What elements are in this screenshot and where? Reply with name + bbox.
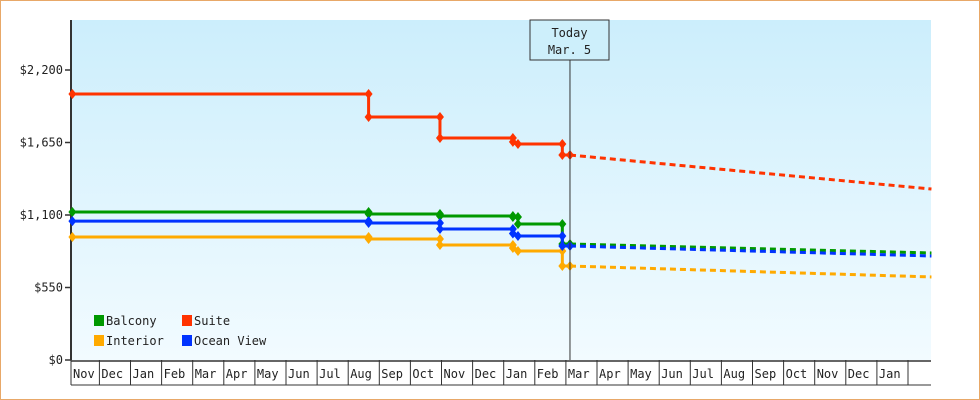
- x-tick-label: Nov: [73, 367, 95, 381]
- y-axis: $0 $550 $1,100 $1,650 $2,200: [20, 20, 72, 367]
- data-point: [435, 112, 444, 123]
- series-suite: [68, 88, 932, 191]
- today-date: Mar. 5: [548, 43, 591, 57]
- x-tick-label: Jan: [133, 367, 155, 381]
- data-point: [435, 133, 444, 144]
- y-tick-label: $2,200: [20, 63, 63, 77]
- x-tick-label: Apr: [226, 367, 248, 381]
- x-tick-label: Feb: [537, 367, 559, 381]
- data-point: [513, 230, 522, 241]
- data-point: [558, 245, 567, 256]
- x-tick-label: Feb: [164, 367, 186, 381]
- x-tick-label: May: [257, 367, 279, 381]
- series-balcony: [68, 206, 932, 255]
- data-point: [68, 232, 77, 243]
- today-marker: Today Mar. 5: [529, 19, 610, 360]
- x-tick-label: Dec: [475, 367, 497, 381]
- forecast-line: [569, 264, 932, 279]
- x-tick-label: Dec: [848, 367, 870, 381]
- data-point: [558, 261, 567, 272]
- plot-area: [71, 20, 931, 360]
- data-point: [508, 136, 517, 147]
- y-tick-label: $1,650: [20, 136, 63, 150]
- data-point: [364, 112, 373, 123]
- today-box: [529, 19, 610, 61]
- x-tick-label: Nov: [444, 367, 466, 381]
- data-point: [508, 228, 517, 239]
- legend-label: Ocean View: [194, 334, 267, 348]
- data-point: [68, 216, 77, 227]
- x-tick-label: Jul: [692, 367, 714, 381]
- x-tick-label: Jun: [661, 367, 683, 381]
- forecast-line: [569, 244, 932, 258]
- data-point: [435, 233, 444, 244]
- data-point: [558, 230, 567, 241]
- series-layer: [68, 88, 932, 279]
- data-point: [508, 242, 517, 253]
- x-tick-label: Dec: [101, 367, 123, 381]
- x-tick-label: Sep: [755, 367, 777, 381]
- data-point: [513, 245, 522, 256]
- series-ocean-view: [68, 216, 932, 258]
- legend-swatch: [94, 335, 104, 346]
- data-point: [364, 88, 373, 99]
- data-point: [364, 208, 373, 219]
- legend-swatch: [182, 315, 192, 326]
- x-tick-label: Mar: [568, 367, 590, 381]
- legend-label: Interior: [106, 334, 164, 348]
- x-tick-label: May: [630, 367, 652, 381]
- data-point: [513, 218, 522, 229]
- y-tick-label: $550: [34, 281, 63, 295]
- forecast-line: [569, 153, 932, 191]
- x-tick-label: Aug: [723, 367, 745, 381]
- x-tick-label: Mar: [195, 367, 217, 381]
- data-point: [68, 88, 77, 99]
- data-point: [435, 211, 444, 222]
- x-tick-label: Sep: [381, 367, 403, 381]
- x-tick-label: Oct: [412, 367, 434, 381]
- x-tick-label: Jun: [288, 367, 310, 381]
- x-tick-label: Jul: [319, 367, 341, 381]
- data-point: [558, 138, 567, 149]
- x-axis: Nov Dec Jan Feb Mar Apr May Jun Jul Aug Sep Oct Nov D…: [70, 360, 931, 386]
- legend: Balcony Suite Interior Ocean View: [94, 314, 267, 348]
- data-point: [435, 218, 444, 229]
- data-point: [558, 150, 567, 161]
- x-tick-label: Oct: [786, 367, 808, 381]
- y-tick-label: $0: [49, 353, 63, 367]
- data-point: [508, 211, 517, 222]
- x-tick-label: Aug: [350, 367, 372, 381]
- legend-swatch: [182, 335, 192, 346]
- x-tick-label: Apr: [599, 367, 621, 381]
- data-point: [558, 240, 567, 251]
- x-tick-label: Jan: [879, 367, 901, 381]
- x-tick-label: Jan: [506, 367, 528, 381]
- data-point: [364, 218, 373, 229]
- legend-label: Suite: [194, 314, 230, 328]
- legend-label: Balcony: [106, 314, 157, 328]
- series-interior: [68, 232, 932, 279]
- y-tick-label: $1,100: [20, 208, 63, 222]
- legend-swatch: [94, 315, 104, 326]
- x-tick-label: Nov: [817, 367, 839, 381]
- today-label: Today: [551, 26, 587, 40]
- data-point: [435, 223, 444, 234]
- data-point: [435, 240, 444, 251]
- forecast-line: [569, 242, 932, 255]
- data-point: [364, 233, 373, 244]
- data-point: [513, 211, 522, 222]
- data-point: [68, 206, 77, 217]
- data-point: [513, 138, 522, 149]
- data-point: [558, 218, 567, 229]
